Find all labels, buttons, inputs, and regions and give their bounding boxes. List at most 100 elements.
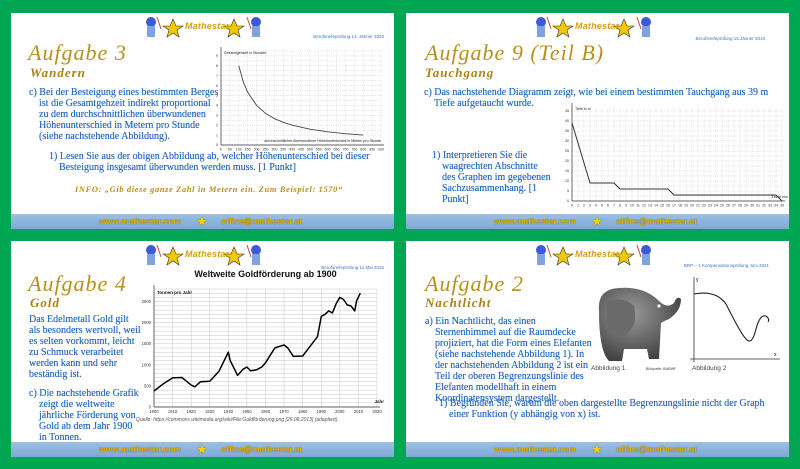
task-subtitle: Gold [30,295,60,310]
x-tick-label: 20 [690,204,694,208]
boundary-line-graph: yx [690,277,780,362]
mathestar-logo: Mathestar [141,243,266,267]
x-tick-label: 1980 [298,409,308,414]
x-tick-label: 15 [660,204,664,208]
x-tick-label: 10 [630,204,634,208]
website-link[interactable]: www.mathestar.com [99,444,181,454]
y-tick-label: 25 [565,149,569,153]
x-tick-label: 13 [648,204,652,208]
y-tick-label: 8 [216,64,218,68]
footer: www.mathestar.com ★ office@mathestar.at [11,214,394,229]
y-tick-label: 1000 [142,362,152,367]
slide-aufgabe-2: Mathestar BRP – 1 Kompensationsprüfung J… [406,241,789,457]
x-tick-label: 350 [280,148,286,152]
y-tick-label: 2500 [142,299,152,304]
wizard-icon [246,244,261,265]
wizard-icon [636,244,651,265]
task-question-1: 1) Lesen Sie aus der obigen Abbildung ab… [49,151,370,173]
elephant-image [598,287,681,361]
task-title: Aufgabe 3 [28,40,127,65]
x-tick-label: 50 [228,148,232,152]
x-tick-label: 1910 [168,409,178,414]
x-tick-label: 11 [636,204,640,208]
x-tick-label: 600 [325,148,331,152]
x-axis-label: durchschnittlicher überwundener Höhenunt… [264,139,381,143]
y-tick-label: 20 [565,159,569,163]
email-link[interactable]: office@mathestar.at [616,216,698,226]
chart-title: Weltweite Goldförderung ab 1900 [194,269,336,279]
y-tick-label: 7 [216,74,218,78]
x-tick-label: 16 [666,204,670,208]
x-tick-label: 26 [726,204,730,208]
wizard-icon [536,244,552,265]
star-icon [613,18,635,38]
x-tick-label: 21 [696,204,700,208]
x-tick-label: 1960 [261,409,271,414]
email-link[interactable]: office@mathestar.at [616,444,698,454]
website-link[interactable]: www.mathestar.com [494,444,576,454]
star-icon: ★ [592,444,602,456]
x-tick-label: 34 [774,204,778,208]
x-tick-label: 27 [732,204,736,208]
slide-aufgabe-9: Mathestar Berufsreifeprüfung 15.Jänner 2… [406,13,789,229]
x-tick-label: 6 [607,204,609,208]
y-axis-label: y [696,277,699,283]
y-tick-label: 2000 [142,320,152,325]
data-line [571,122,783,202]
x-tick-label: 0 [220,148,222,152]
x-tick-label: 800 [360,148,366,152]
star-icon: ★ [197,444,207,456]
slide-aufgabe-3: Mathestar Berufsreifeprüfung 14. Jänner … [11,13,394,229]
exam-date: Berufsreifeprüfung 11.Mai 2015 [321,265,384,270]
star-icon [223,246,245,266]
x-axis-label: Jahr [374,399,384,404]
chart-hiking-time: 0 50 100 150 200 250 300 350 400 450 500 550 600 650 7… [216,47,384,152]
task-subtitle: Nachtlicht [425,295,492,310]
y-tick-label: 10 [565,179,569,183]
y-tick-label: 5 [216,94,218,98]
task-title: Aufgabe 4 [28,271,127,296]
y-tick-label: 4 [216,104,218,108]
y-axis-label: Tonnen pro Jahr [157,290,192,295]
task-text-c: c) Das nachstehende Diagramm zeigt, wie … [424,87,769,109]
x-tick-label: 400 [289,148,295,152]
x-tick-label: 29 [744,204,748,208]
wizard-icon [146,16,162,37]
brand-name: Mathestar [185,21,230,31]
y-tick-label: 6 [216,84,218,88]
task-title: Aufgabe 9 (Teil B) [425,40,605,65]
task-subtitle: Wandern [30,65,86,80]
x-tick-label: 1 [577,204,579,208]
x-tick-label: 1940 [224,409,234,414]
footer: www.mathestar.com ★ office@mathestar.at [406,442,789,457]
website-link[interactable]: www.mathestar.com [494,216,576,226]
y-tick-label: 0 [567,199,569,203]
email-link[interactable]: office@mathestar.at [221,216,303,226]
brand-name: Mathestar [575,21,620,31]
email-link[interactable]: office@mathestar.at [221,444,303,454]
website-link[interactable]: www.mathestar.com [99,216,181,226]
footer: www.mathestar.com ★ office@mathestar.at [11,442,394,457]
y-tick-label: 45 [565,109,569,113]
task-question-1: 1) Begründen Sie, warum die oben dargest… [439,398,765,420]
y-tick-label: 40 [565,119,569,123]
x-tick-label: 750 [351,148,357,152]
slide-aufgabe-4: Mathestar Berufsreifeprüfung 11.Mai 2015… [11,241,394,457]
y-tick-label: 2 [216,123,218,127]
y-tick-label: 1500 [142,341,152,346]
x-tick-label: 900 [378,148,384,152]
image-credit: Bildquelle: BMBWF [646,367,677,371]
x-tick-label: 2000 [335,409,345,414]
y-axis-label: Tiefe in m [575,107,591,111]
y-tick-label: 5 [567,189,569,193]
x-tick-label: 8 [619,204,621,208]
brand-name: Mathestar [575,249,620,259]
x-tick-label: 2 [583,204,585,208]
x-tick-label: 650 [334,148,340,152]
x-tick-label: 33 [768,204,772,208]
x-tick-label: 5 [601,204,603,208]
star-icon [552,18,574,38]
x-tick-label: 1970 [279,409,289,414]
star-icon: ★ [592,216,602,228]
x-tick-label: 700 [342,148,348,152]
